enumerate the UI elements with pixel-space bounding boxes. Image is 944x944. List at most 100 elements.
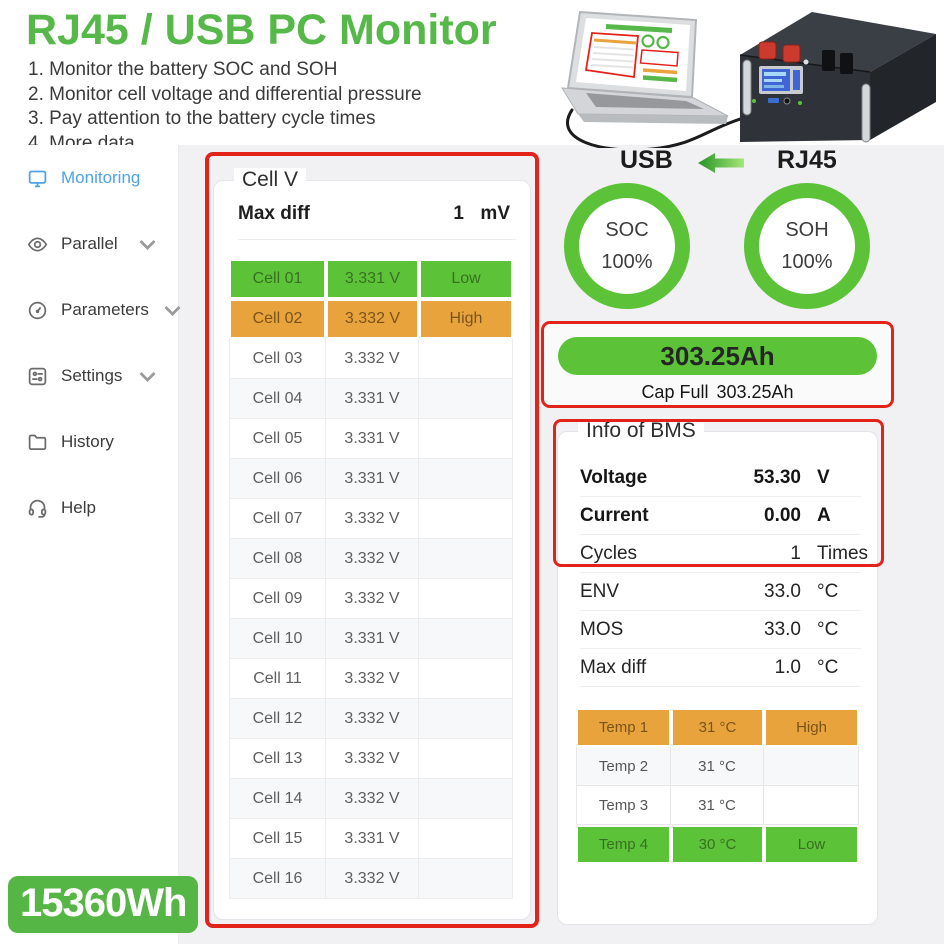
- bms-row-label: Current: [580, 504, 649, 526]
- sidebar-item-settings[interactable]: Settings: [0, 343, 178, 409]
- cell-flag: [419, 499, 513, 539]
- cell-flag: [419, 859, 513, 899]
- temp-value: 30 °C: [671, 825, 764, 864]
- eye-icon: [27, 236, 48, 252]
- bms-row-value: 1.0: [774, 656, 801, 678]
- temp-name: Temp 1: [576, 708, 671, 747]
- bms-row-value: 33.0: [764, 580, 801, 602]
- cell-voltage: 3.331 V: [326, 819, 419, 859]
- monitor-icon: [28, 170, 47, 187]
- sidebar-item-monitoring[interactable]: Monitoring: [0, 145, 178, 211]
- settings-icon: [28, 367, 47, 385]
- bms-row-value: 0.00: [764, 504, 801, 526]
- max-diff-unit: mV: [480, 203, 510, 224]
- cell-name: Cell 04: [229, 379, 326, 419]
- sidebar-item-parallel[interactable]: Parallel: [0, 211, 178, 277]
- feature-list: 1. Monitor the battery SOC and SOH 2. Mo…: [28, 58, 422, 156]
- green-left-arrow-icon: [698, 153, 744, 173]
- cell-flag: [419, 339, 513, 379]
- cell-name: Cell 01: [229, 259, 326, 299]
- bms-row-unit: °C: [817, 656, 839, 678]
- feature-line: 3. Pay attention to the battery cycle ti…: [28, 108, 376, 129]
- cell-name: Cell 06: [229, 459, 326, 499]
- feature-line: 1. Monitor the battery SOC and SOH: [28, 59, 338, 80]
- bms-row-unit: A: [817, 504, 831, 526]
- energy-badge: 15360Wh: [8, 876, 199, 933]
- cell-row: Cell 14 3.332 V: [229, 779, 513, 819]
- temp-value: 31 °C: [671, 708, 764, 747]
- bms-row-label: ENV: [580, 580, 620, 602]
- cell-row: Cell 01 3.331 V Low: [229, 259, 513, 299]
- cell-voltage: 3.331 V: [326, 459, 419, 499]
- bms-row-unit: V: [817, 466, 830, 488]
- temp-flag: [764, 747, 859, 786]
- temp-row: Temp 4 30 °C Low: [576, 825, 859, 864]
- laptop-battery-illustration: [561, 10, 936, 148]
- cell-voltage: 3.332 V: [326, 779, 419, 819]
- cell-voltage: 3.332 V: [326, 859, 419, 899]
- temp-value: 31 °C: [671, 747, 764, 786]
- chevron-down-icon: [164, 305, 181, 316]
- cell-name: Cell 13: [229, 739, 326, 779]
- cell-voltage: 3.331 V: [326, 619, 419, 659]
- cell-flag: High: [419, 299, 513, 339]
- cell-flag: [419, 459, 513, 499]
- cell-flag: Low: [419, 259, 513, 299]
- cell-name: Cell 07: [229, 499, 326, 539]
- max-diff-value: 1: [453, 203, 464, 224]
- temp-row: Temp 1 31 °C High: [576, 708, 859, 747]
- bms-row: MOS 33.0 °C: [580, 611, 861, 649]
- cell-flag: [419, 659, 513, 699]
- cell-row: Cell 05 3.331 V: [229, 419, 513, 459]
- feature-line: 2. Monitor cell voltage and differential…: [28, 83, 422, 105]
- cell-name: Cell 16: [229, 859, 326, 899]
- sidebar-item-history[interactable]: History: [0, 409, 178, 475]
- cell-name: Cell 05: [229, 419, 326, 459]
- soc-gauge-label: SOC: [605, 218, 649, 241]
- bms-row-value: 1: [790, 542, 801, 564]
- cellv-highlight-border: [205, 152, 539, 928]
- temp-flag: Low: [764, 825, 859, 864]
- cell-row: Cell 08 3.332 V: [229, 539, 513, 579]
- soh-gauge-value: 100%: [781, 250, 833, 273]
- cell-row: Cell 07 3.332 V: [229, 499, 513, 539]
- cell-row: Cell 02 3.332 V High: [229, 299, 513, 339]
- bms-row-unit: °C: [817, 618, 839, 640]
- cell-row: Cell 12 3.332 V: [229, 699, 513, 739]
- sidebar-item-help[interactable]: Help: [0, 475, 178, 541]
- cell-row: Cell 06 3.331 V: [229, 459, 513, 499]
- bms-row: ENV 33.0 °C: [580, 573, 861, 611]
- cell-row: Cell 13 3.332 V: [229, 739, 513, 779]
- cap-full-label: Cap Full: [641, 382, 709, 402]
- cell-voltage: 3.332 V: [326, 339, 419, 379]
- cell-voltage: 3.332 V: [326, 659, 419, 699]
- chevron-down-icon: [139, 239, 156, 250]
- laptop-illustration: [561, 10, 729, 124]
- soc-gauge-value: 100%: [601, 250, 653, 273]
- cell-row: Cell 03 3.332 V: [229, 339, 513, 379]
- cell-voltage: 3.332 V: [326, 579, 419, 619]
- cell-row: Cell 09 3.332 V: [229, 579, 513, 619]
- cell-name: Cell 09: [229, 579, 326, 619]
- capacity-bar: 303.25Ah: [558, 337, 877, 375]
- max-diff-row: Max diff 1 mV: [238, 203, 510, 225]
- sidebar-item-parameters[interactable]: Parameters: [0, 277, 181, 343]
- bms-row-value: 33.0: [764, 618, 801, 640]
- cellv-panel: Cell V Max diff 1 mV Cell 01 3.331 V Low…: [213, 168, 531, 920]
- bms-row-value: 53.30: [753, 466, 801, 488]
- cell-name: Cell 11: [229, 659, 326, 699]
- cell-flag: [419, 699, 513, 739]
- cell-voltage: 3.332 V: [326, 699, 419, 739]
- bms-row: Current 0.00 A: [580, 497, 861, 535]
- bms-row-label: Max diff: [580, 656, 647, 678]
- cell-name: Cell 08: [229, 539, 326, 579]
- bms-row: Max diff 1.0 °C: [580, 649, 861, 687]
- page-title: RJ45 / USB PC Monitor: [26, 6, 497, 54]
- temp-row: Temp 3 31 °C: [576, 786, 859, 825]
- temp-name: Temp 2: [576, 747, 671, 786]
- cell-row: Cell 15 3.331 V: [229, 819, 513, 859]
- folder-icon: [28, 434, 47, 450]
- cell-flag: [419, 739, 513, 779]
- soc-gauge: SOC 100%: [564, 183, 690, 309]
- temp-name: Temp 3: [576, 786, 671, 825]
